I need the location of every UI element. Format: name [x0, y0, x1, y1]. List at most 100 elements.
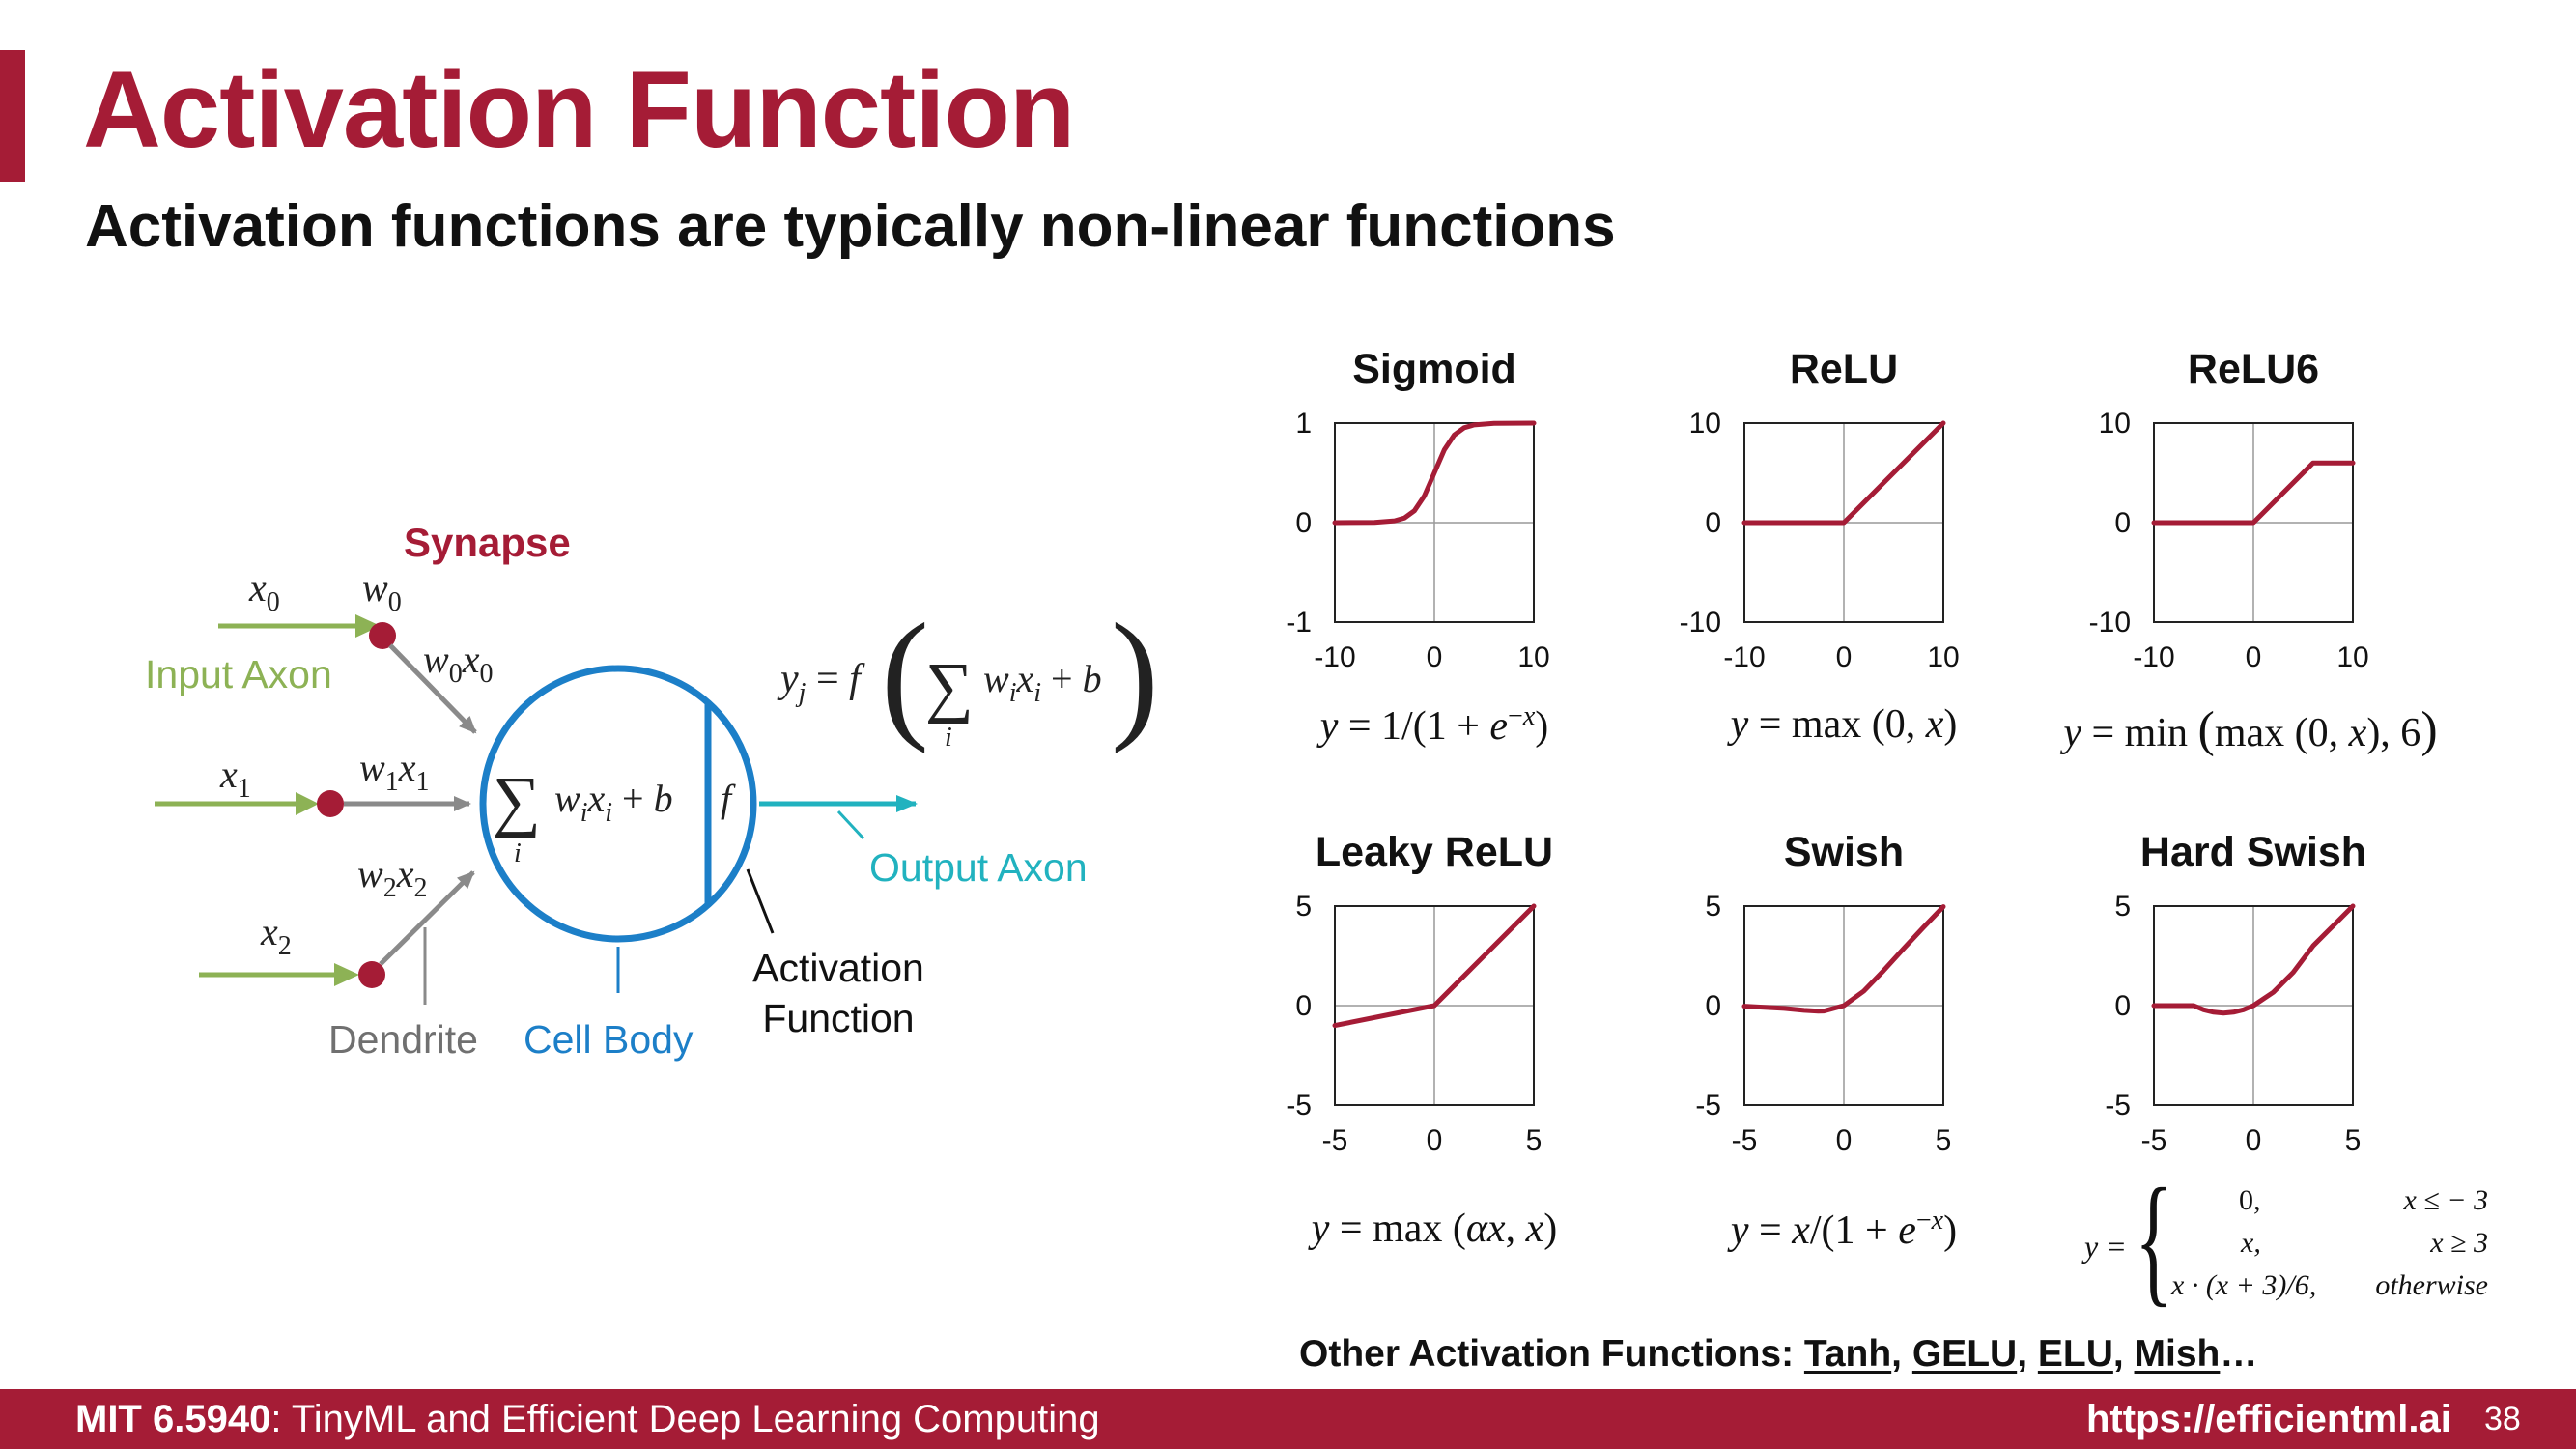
chart-relu: ReLU -10 0 10 -10 0 10: [1675, 328, 1994, 686]
hard-swish-row2-value: x · (x + 3)/6,: [2171, 1269, 2317, 1301]
y-tick-label: -5: [2105, 1090, 2131, 1122]
y-tick-label: 0: [2114, 990, 2131, 1022]
activation-pointer: [746, 868, 775, 934]
synapse-dot-2: [358, 961, 385, 988]
x0-label: x0: [248, 566, 280, 617]
x-tick-label: 0: [1836, 641, 1853, 673]
chart-title: Hard Swish: [2140, 829, 2366, 875]
y-tick-label: 0: [1705, 507, 1721, 539]
output-eq-sum: ∑: [925, 650, 974, 724]
output-eq-terms: wixi + b: [983, 657, 1102, 708]
x-tick-label: 0: [1427, 1124, 1443, 1156]
footer-course-code: MIT 6.5940: [75, 1398, 271, 1440]
chart-title: Sigmoid: [1352, 346, 1516, 392]
x-tick-label: 0: [2246, 1124, 2262, 1156]
y-tick-label: 0: [1295, 990, 1312, 1022]
output-eq-close-paren: ): [1111, 594, 1159, 754]
slide-title: Activation Function: [83, 49, 1075, 170]
series-line: [2151, 460, 2356, 526]
input-axon-label: Input Axon: [145, 652, 332, 696]
x-tick-label: -5: [1322, 1124, 1348, 1156]
hard-swish-row1-value: x,: [2241, 1227, 2261, 1259]
title-accent-bar: [0, 50, 25, 182]
y-tick-label: 10: [1689, 408, 1721, 440]
x-tick-label: -5: [1732, 1124, 1758, 1156]
x-tick-label: 5: [1936, 1124, 1952, 1156]
footer-url[interactable]: https://efficientml.ai: [2086, 1398, 2451, 1440]
chart-title: ReLU: [1790, 346, 1898, 392]
y-tick-label: -5: [1286, 1090, 1312, 1122]
cell-body-circle: [479, 665, 757, 943]
output-eq-lhs: yj = f: [777, 657, 865, 708]
synapse-dot-1: [317, 790, 344, 817]
hard-swish-row2-cond: otherwise: [2375, 1269, 2488, 1301]
y-tick-label: 5: [1295, 891, 1312, 923]
w2x2-label: w2x2: [357, 852, 427, 903]
y-tick-label: 0: [1295, 507, 1312, 539]
x-tick-label: 5: [2345, 1124, 2362, 1156]
output-axon-pointer: [836, 810, 865, 840]
x-tick-label: 10: [1927, 641, 1959, 673]
hard-swish-row1-cond: x ≥ 3: [2430, 1227, 2488, 1259]
chart-leaky-relu: Leaky ReLU -5 0 5 -5 0 5: [1265, 811, 1584, 1169]
cell-f-label: f: [721, 777, 736, 820]
synapse-dot-0: [369, 622, 396, 649]
w1x1-label: w1x1: [359, 746, 429, 797]
chart-title: ReLU6: [2188, 346, 2319, 392]
link-tanh[interactable]: Tanh: [1803, 1333, 1892, 1375]
y-tick-label: -10: [1680, 607, 1721, 639]
formula-swish: y = x/(1 + e−x): [1730, 1206, 1958, 1253]
link-mish[interactable]: Mish: [2134, 1333, 2221, 1375]
formula-hard-swish: y = { 0, x ≤ − 3 x, x ≥ 3 x · (x + 3)/6,…: [2084, 1167, 2509, 1316]
output-eq-sum-index: i: [945, 723, 952, 753]
x-tick-label: 0: [1836, 1124, 1853, 1156]
plot-frame: [1334, 905, 1535, 1106]
series-line: [1741, 420, 1946, 526]
hard-swish-row0-cond: x ≤ − 3: [2403, 1184, 2488, 1216]
chart-swish: Swish -5 0 5 -5 0 5: [1675, 811, 1994, 1169]
dendrite-arrow-0: [388, 643, 477, 734]
y-tick-label: 5: [2114, 891, 2131, 923]
y-tick-label: 10: [2099, 408, 2131, 440]
input-arrowhead-0: [355, 614, 381, 638]
hard-swish-brace: {: [2135, 1159, 2173, 1320]
footer-course: MIT 6.5940: TinyML and Efficient Deep Le…: [75, 1398, 1100, 1441]
series-line: [1741, 904, 1946, 1014]
slide-subtitle: Activation functions are typically non-l…: [85, 193, 1616, 260]
hard-swish-lhs: y =: [2084, 1229, 2127, 1264]
formula-relu: y = max (0, x): [1730, 702, 1958, 747]
x-tick-label: 10: [1517, 641, 1549, 673]
x-tick-label: -10: [1314, 641, 1355, 673]
x-tick-label: 10: [2336, 641, 2368, 673]
series-line: [2151, 903, 2356, 1016]
other-functions-suffix: …: [2220, 1333, 2258, 1375]
series-line: [1332, 420, 1537, 526]
dendrite-arrow-2: [379, 870, 475, 966]
formula-sigmoid: y = 1/(1 + e−x): [1319, 701, 1549, 749]
activation-function-label-line1: Activation: [752, 946, 924, 990]
chart-title: Leaky ReLU: [1316, 829, 1553, 875]
y-tick-label: -5: [1695, 1090, 1721, 1122]
x1-label: x1: [219, 753, 251, 804]
link-elu[interactable]: ELU: [2037, 1333, 2113, 1375]
x-tick-label: 0: [2246, 641, 2262, 673]
cell-sum-expression: wixi + b: [554, 777, 673, 828]
footer-course-name: : TinyML and Efficient Deep Learning Com…: [270, 1398, 1100, 1440]
link-gelu[interactable]: GELU: [1911, 1333, 2018, 1375]
input-arrowhead-1: [296, 792, 319, 815]
dendrite-label: Dendrite: [328, 1017, 478, 1062]
chart-sigmoid: Sigmoid -10 0 10 -1 0 1: [1265, 328, 1584, 686]
y-tick-label: 1: [1295, 408, 1312, 440]
formula-leaky-relu: y = max (αx, x): [1311, 1207, 1558, 1251]
x-tick-label: -5: [2141, 1124, 2167, 1156]
synapse-label: Synapse: [404, 520, 571, 565]
output-axon-label: Output Axon: [869, 845, 1088, 890]
w0-label: w0: [362, 566, 402, 617]
formula-relu6: y = min (max (0, x), 6): [2063, 702, 2438, 757]
chart-title: Swish: [1784, 829, 1904, 875]
x2-label: x2: [260, 910, 292, 961]
y-tick-label: 0: [1705, 990, 1721, 1022]
series-line: [1332, 903, 1537, 1029]
cell-body-label: Cell Body: [524, 1017, 694, 1062]
y-tick-label: -10: [2089, 607, 2131, 639]
